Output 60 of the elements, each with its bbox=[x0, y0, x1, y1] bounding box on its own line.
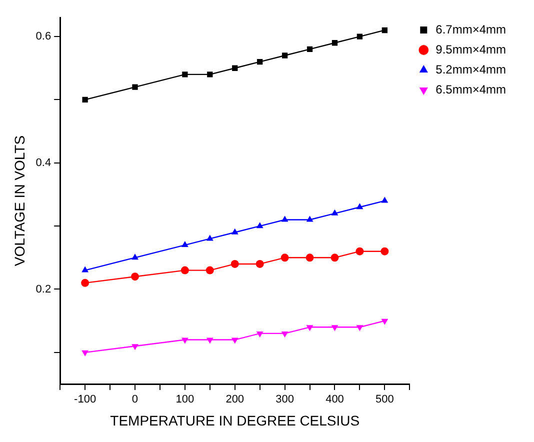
point bbox=[282, 52, 288, 58]
point bbox=[181, 241, 188, 248]
point bbox=[82, 266, 89, 272]
point bbox=[81, 278, 90, 287]
x-tick-label: 100 bbox=[176, 394, 194, 406]
point bbox=[356, 34, 363, 40]
point bbox=[180, 266, 189, 274]
point bbox=[82, 96, 88, 103]
y-tick-label: 0.6 bbox=[36, 30, 52, 43]
point bbox=[381, 196, 388, 203]
point bbox=[132, 84, 138, 90]
x-tick-label: 400 bbox=[326, 394, 344, 406]
point bbox=[181, 338, 188, 344]
point bbox=[356, 325, 364, 332]
x-tick-label: 200 bbox=[226, 394, 244, 406]
x-tick-label: 0 bbox=[132, 394, 138, 406]
x-tick-label: 500 bbox=[376, 394, 394, 406]
point bbox=[256, 260, 264, 268]
x-tick-label: -100 bbox=[74, 394, 96, 406]
point bbox=[182, 72, 188, 78]
legend-label: 6.5mm×4mm bbox=[436, 82, 506, 96]
point bbox=[356, 247, 364, 256]
y-axis-title: VOLTAGE IN VOLTS bbox=[11, 135, 28, 266]
point bbox=[306, 216, 314, 222]
point bbox=[82, 350, 89, 356]
x-axis-title: TEMPERATURE IN DEGREE CELSIUS bbox=[110, 412, 360, 428]
point bbox=[230, 260, 239, 268]
point bbox=[257, 58, 263, 65]
point bbox=[330, 254, 339, 262]
point bbox=[231, 228, 238, 234]
point bbox=[131, 272, 139, 281]
point bbox=[206, 234, 214, 241]
point bbox=[331, 325, 338, 332]
point bbox=[256, 331, 264, 338]
point bbox=[231, 338, 238, 344]
point bbox=[132, 344, 138, 350]
legend-label: 9.5mm×4mm bbox=[436, 42, 506, 56]
point bbox=[382, 27, 388, 34]
y-tick-label: 0.2 bbox=[36, 283, 52, 296]
point bbox=[306, 254, 314, 262]
y-tick-label: 0.4 bbox=[36, 156, 52, 169]
point bbox=[232, 65, 238, 71]
legend-label: 6.7mm×4mm bbox=[436, 22, 506, 36]
legend-label: 5.2mm×4mm bbox=[436, 62, 506, 76]
point bbox=[132, 254, 138, 260]
point bbox=[280, 254, 289, 262]
point bbox=[332, 40, 338, 46]
point bbox=[281, 331, 288, 338]
point bbox=[356, 203, 364, 210]
point bbox=[206, 338, 214, 344]
point bbox=[306, 325, 314, 332]
point bbox=[206, 266, 214, 274]
point bbox=[256, 222, 264, 228]
x-tick-label: 300 bbox=[276, 394, 294, 406]
point bbox=[207, 72, 213, 78]
point bbox=[331, 209, 338, 216]
point bbox=[380, 247, 389, 256]
point bbox=[381, 318, 388, 325]
point bbox=[281, 216, 288, 222]
point bbox=[306, 46, 313, 52]
